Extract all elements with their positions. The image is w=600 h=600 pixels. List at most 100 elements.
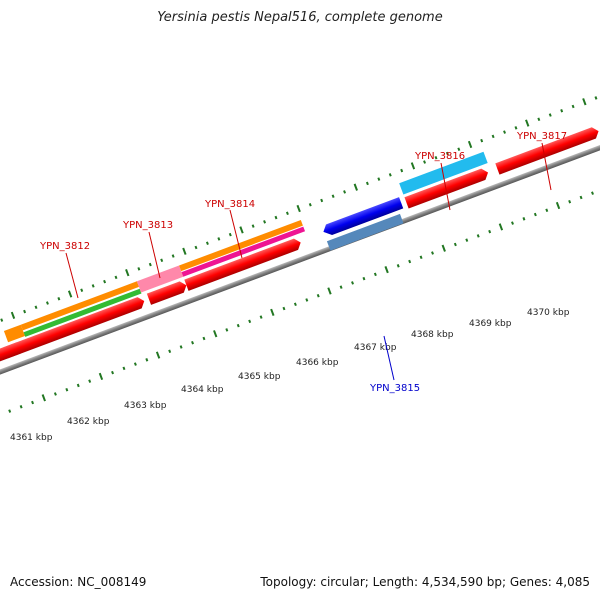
feature-bar-orange bbox=[20, 281, 140, 331]
lower-scale-tick bbox=[213, 330, 218, 338]
feature-bar-green bbox=[23, 288, 142, 337]
lower-scale-tick bbox=[248, 319, 252, 324]
upper-scale-tick bbox=[377, 177, 381, 181]
lower-scale-tick bbox=[555, 201, 561, 210]
lower-scale-tick bbox=[179, 345, 183, 349]
gene-bar-ypn3814 bbox=[184, 238, 301, 291]
scale-label-4367: 4367 kbp bbox=[354, 343, 397, 353]
scale-label-4361: 4361 kbp bbox=[10, 433, 53, 443]
lower-scale-tick bbox=[476, 234, 480, 238]
upper-scale-tick bbox=[343, 190, 347, 194]
upper-scale-tick bbox=[285, 211, 289, 216]
upper-scale-tick bbox=[400, 168, 404, 173]
lower-scale-tick bbox=[65, 387, 69, 392]
gene-label-ypn3817: YPN_3817 bbox=[516, 131, 567, 142]
lower-scale-tick bbox=[259, 315, 263, 319]
lower-scale-tick bbox=[225, 328, 229, 332]
upper-scale-tick bbox=[10, 311, 16, 319]
gene-bar-ypn3817 bbox=[495, 127, 599, 175]
upper-scale-tick bbox=[160, 258, 164, 263]
upper-scale-tick bbox=[434, 155, 438, 160]
lower-scale-tick bbox=[31, 400, 35, 405]
genome-backbone bbox=[0, 131, 600, 389]
scale-label-4368: 4368 kbp bbox=[411, 330, 454, 340]
lower-scale-tick bbox=[145, 358, 149, 362]
upper-scale-tick bbox=[388, 173, 392, 177]
gene-bar-ypn3813 bbox=[146, 281, 187, 305]
upper-scale-tick bbox=[514, 126, 518, 130]
leader-ypn3813 bbox=[148, 231, 161, 279]
scale-ticks-lower bbox=[8, 191, 594, 413]
upper-scale-tick bbox=[0, 318, 4, 322]
upper-scale-tick bbox=[445, 151, 449, 156]
lower-scale-tick bbox=[579, 195, 583, 200]
lower-scale-tick bbox=[384, 265, 389, 274]
gene-label-ypn3815: YPN_3815 bbox=[369, 383, 420, 394]
leader-ypn3812 bbox=[65, 252, 79, 299]
upper-scale-tick bbox=[251, 224, 255, 228]
lower-scale-tick bbox=[282, 306, 286, 311]
feature-bar-pink bbox=[136, 265, 184, 293]
lower-scale-tick bbox=[76, 383, 80, 388]
upper-scale-tick bbox=[457, 147, 461, 151]
lower-scale-tick bbox=[293, 302, 297, 307]
lower-scale-tick bbox=[305, 298, 309, 302]
lower-scale-tick bbox=[419, 255, 423, 260]
upper-scale-tick bbox=[365, 181, 369, 186]
lower-scale-tick bbox=[373, 272, 377, 277]
upper-scale-tick bbox=[480, 138, 484, 143]
lower-scale-tick bbox=[236, 323, 240, 328]
upper-scale-tick bbox=[114, 275, 118, 280]
upper-scale-tick bbox=[263, 220, 267, 224]
lower-scale-tick bbox=[351, 281, 354, 285]
gene-bar-left-small bbox=[3, 342, 23, 359]
lower-scale-tick bbox=[465, 238, 469, 242]
lower-scale-tick bbox=[339, 285, 343, 289]
upper-scale-tick bbox=[320, 198, 324, 203]
lower-scale-tick bbox=[431, 251, 434, 255]
lower-scale-tick bbox=[591, 191, 594, 195]
scale-ticks-upper bbox=[0, 96, 598, 322]
upper-scale-tick bbox=[228, 232, 232, 237]
upper-scale-tick bbox=[137, 267, 141, 271]
lower-scale-tick bbox=[133, 362, 137, 366]
upper-scale-tick bbox=[296, 204, 301, 213]
accession-text: Accession: NC_008149 bbox=[10, 575, 147, 589]
upper-scale-tick bbox=[57, 296, 61, 301]
upper-scale-tick bbox=[34, 305, 38, 310]
upper-scale-tick bbox=[525, 119, 530, 127]
lower-scale-tick bbox=[41, 394, 46, 402]
upper-scale-tick bbox=[125, 269, 130, 277]
lower-scale-tick bbox=[98, 372, 104, 381]
lower-scale-tick bbox=[362, 276, 366, 281]
upper-scale-tick bbox=[205, 241, 209, 245]
upper-scale-tick bbox=[171, 254, 175, 258]
lower-scale-tick bbox=[498, 223, 504, 231]
upper-scale-tick bbox=[182, 247, 187, 255]
feature-bar-orange-2 bbox=[179, 220, 303, 272]
upper-scale-tick bbox=[503, 130, 507, 134]
lower-scale-tick bbox=[545, 208, 549, 213]
upper-scale-tick bbox=[23, 309, 27, 314]
lower-scale-tick bbox=[488, 229, 492, 234]
upper-scale-tick bbox=[582, 98, 587, 106]
upper-scale-tick bbox=[423, 160, 427, 164]
upper-scale-tick bbox=[91, 284, 95, 288]
upper-scale-tick bbox=[594, 96, 598, 100]
lower-scale-tick bbox=[53, 392, 57, 396]
upper-scale-tick bbox=[571, 104, 575, 109]
leader-ypn3817 bbox=[541, 142, 552, 191]
scale-label-4366: 4366 kbp bbox=[296, 358, 339, 368]
lower-scale-tick bbox=[327, 287, 332, 295]
scale-label-4364: 4364 kbp bbox=[181, 385, 224, 395]
gene-bar-ypn3815 bbox=[323, 197, 404, 236]
upper-scale-tick bbox=[45, 301, 49, 305]
gene-label-ypn3813: YPN_3813 bbox=[122, 220, 173, 231]
lower-scale-tick bbox=[396, 264, 400, 268]
lower-scale-tick bbox=[441, 244, 446, 252]
lower-scale-tick bbox=[511, 221, 514, 225]
lower-scale-tick bbox=[88, 379, 92, 383]
feature-bar-orange-small bbox=[3, 324, 25, 343]
scale-label-4363: 4363 kbp bbox=[124, 401, 167, 411]
lower-scale-tick bbox=[522, 217, 526, 221]
